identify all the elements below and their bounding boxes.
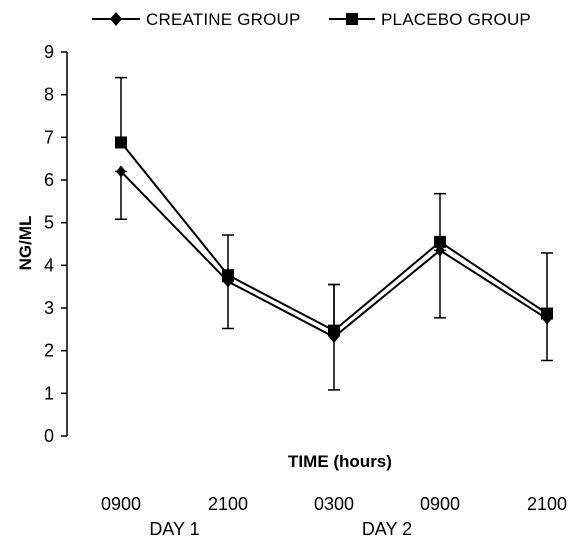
y-tick-label: 4 xyxy=(44,255,54,275)
x-day-label: DAY 2 xyxy=(362,519,412,539)
legend-marker-placebo xyxy=(346,13,358,25)
data-point-placebo xyxy=(434,235,446,248)
y-tick-label: 3 xyxy=(44,298,54,318)
y-tick-label: 1 xyxy=(44,383,54,403)
data-point-creatine xyxy=(116,165,126,178)
y-tick-labels: 0 1 2 3 4 5 6 7 8 9 xyxy=(44,42,54,446)
data-markers xyxy=(115,136,553,344)
data-point-placebo xyxy=(115,136,127,149)
x-tick-label: 2100 xyxy=(208,494,248,514)
y-tick-label: 6 xyxy=(44,170,54,190)
x-axis-title: TIME (hours) xyxy=(288,452,392,471)
x-tick-label: 0900 xyxy=(420,494,460,514)
y-tick-label: 2 xyxy=(44,341,54,361)
legend-label-creatine: CREATINE GROUP xyxy=(146,10,301,29)
y-tick-label: 7 xyxy=(44,127,54,147)
x-tick-labels: 0900 2100 0300 0900 2100 DAY 1 DAY 2 xyxy=(101,494,567,539)
data-point-placebo xyxy=(541,307,553,320)
data-point-placebo xyxy=(222,269,234,282)
y-tick-label: 9 xyxy=(44,42,54,62)
legend-label-placebo: PLACEBO GROUP xyxy=(381,10,531,29)
y-axis xyxy=(61,51,68,437)
x-tick-label: 0300 xyxy=(314,494,354,514)
data-point-placebo xyxy=(328,324,340,337)
x-day-label: DAY 1 xyxy=(149,519,199,539)
y-tick-label: 8 xyxy=(44,85,54,105)
x-tick-label: 2100 xyxy=(527,494,567,514)
x-tick-label: 0900 xyxy=(101,494,141,514)
y-axis-title: NG/ML xyxy=(16,216,35,271)
legend: CREATINE GROUP PLACEBO GROUP xyxy=(92,10,531,29)
legend-marker-creatine xyxy=(110,12,122,26)
y-tick-label: 0 xyxy=(44,426,54,446)
y-tick-label: 5 xyxy=(44,213,54,233)
